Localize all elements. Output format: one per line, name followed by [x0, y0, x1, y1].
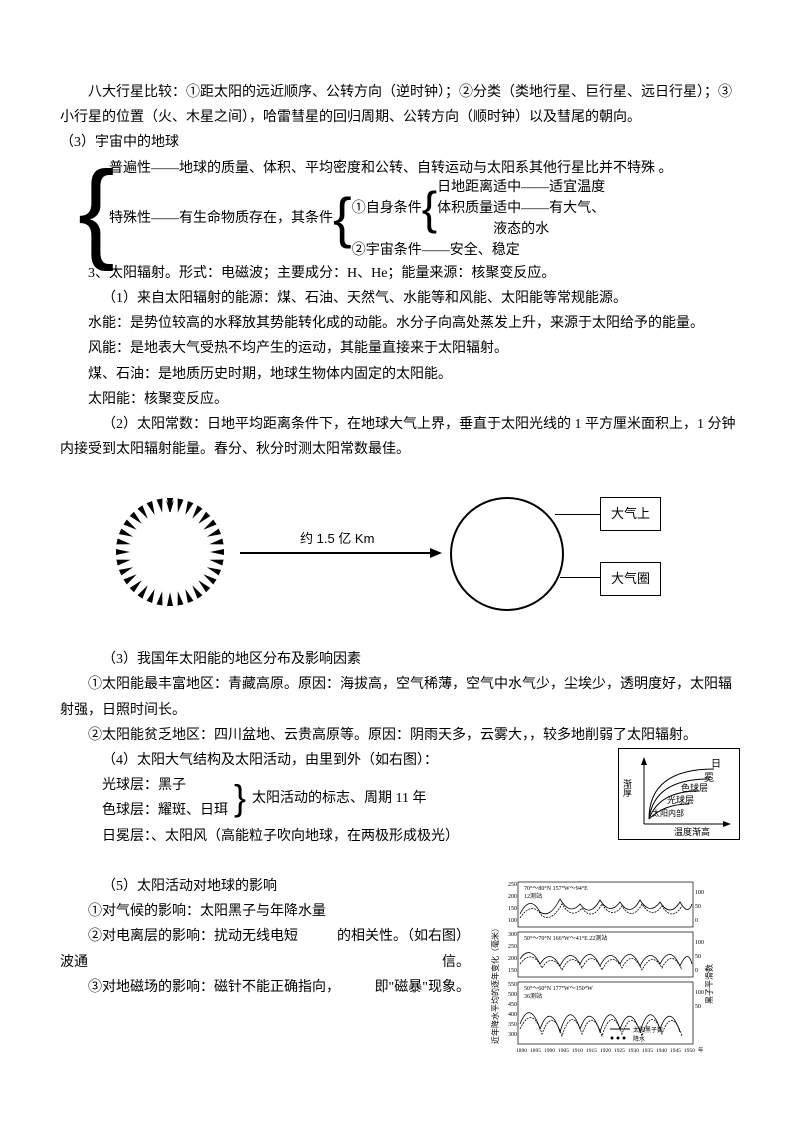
svg-text:100: 100	[695, 890, 704, 896]
photosphere-line: 光球层：黑子	[102, 773, 228, 798]
svg-text:太阳黑子数: 太阳黑子数	[633, 1026, 663, 1034]
svg-text:1915: 1915	[586, 1048, 597, 1054]
distance-label: 约 1.5 亿 Km	[300, 527, 374, 550]
heading-earth-in-universe: （3）宇宙中的地球	[60, 130, 740, 155]
svg-text:300: 300	[508, 932, 517, 938]
svg-text:50: 50	[695, 954, 701, 960]
svg-text:350: 350	[508, 1022, 517, 1028]
cond-self-label: ①自身条件	[352, 198, 422, 219]
earth-icon	[450, 497, 564, 611]
solar-constant: （2）太阳常数：日地平均距离条件下，在地球大气上界，垂直于太阳光线的 1 平方厘…	[60, 412, 740, 462]
svg-text:1950: 1950	[684, 1048, 695, 1054]
inner-brace-icon: {	[422, 190, 437, 227]
svg-text:0: 0	[695, 968, 698, 974]
svg-text:太阳内部: 太阳内部	[652, 808, 684, 818]
chromosphere-line: 色球层：耀斑、日珥	[102, 798, 228, 823]
svg-text:1920: 1920	[600, 1048, 611, 1054]
svg-text:0: 0	[695, 918, 698, 924]
svg-text:1935: 1935	[642, 1048, 653, 1054]
svg-text:1925: 1925	[614, 1048, 625, 1054]
svg-text:渐厚: 渐厚	[622, 778, 632, 798]
svg-text:年: 年	[698, 1046, 704, 1054]
svg-text:100: 100	[695, 940, 704, 946]
svg-text:250: 250	[508, 944, 517, 950]
solar-radiation-heading: 3、太阳辐射。形式：电磁波；主要成分：H、He；能量来源：核聚变反应。	[60, 261, 740, 286]
svg-text:1940: 1940	[656, 1048, 667, 1054]
solar-activity-note: 太阳活动的标志、周期 11 年	[252, 786, 426, 811]
paragraph-planets: 八大行星比较：①距太阳的远近顺序、公转方向（逆时钟）；②分类（类地行星、巨行星、…	[60, 80, 740, 130]
svg-text:1890: 1890	[516, 1048, 527, 1054]
svg-text:50°～60°N 177°W～150°W: 50°～60°N 177°W～150°W	[524, 985, 593, 992]
svg-text:降水: 降水	[633, 1035, 645, 1043]
cond-distance: 日地距离适中——适宜温度	[437, 177, 605, 198]
svg-text:36测站: 36测站	[524, 992, 542, 1000]
svg-text:1910: 1910	[572, 1048, 583, 1054]
svg-text:50°～70°N 166°W～41°E 22测站: 50°～70°N 166°W～41°E 22测站	[524, 934, 607, 942]
svg-text:1905: 1905	[558, 1048, 569, 1054]
svg-text:黑子平滑数: 黑子平滑数	[704, 964, 714, 1004]
cond-universe: ②宇宙条件——安全、稳定	[352, 240, 605, 261]
right-brace-icon: }	[234, 789, 246, 807]
connector-line	[560, 577, 600, 578]
energy-sources: （1）来自太阳辐射的能源：煤、石油、天然气、水能等和风能、太阳能等常规能源。	[60, 286, 740, 311]
svg-text:近年降水平均的逐年变化（毫米）: 近年降水平均的逐年变化（毫米）	[490, 924, 500, 1044]
solar-rich-region: ①太阳能最丰富地区：青藏高原。原因：海拔高，空气稀薄，空气中水气少，尘埃少，透明…	[60, 672, 740, 722]
svg-text:250: 250	[508, 882, 517, 888]
svg-text:100: 100	[695, 990, 704, 996]
svg-text:1945: 1945	[670, 1048, 681, 1054]
solar-poor-region: ②太阳能贫乏地区：四川盆地、云贵高原等。原因：阴雨天多，云雾大，，较多地削弱了太…	[60, 723, 740, 748]
svg-text:1930: 1930	[628, 1048, 639, 1054]
earth-properties-block: { 普遍性——地球的质量、体积、平均密度和公转、自转运动与太阳系其他行星比并不特…	[88, 156, 740, 261]
connector-line	[555, 514, 600, 515]
sun-icon	[110, 492, 230, 612]
svg-text:200: 200	[508, 956, 517, 962]
fossil-fuels: 煤、石油：是地质历史时期，地球生物体内固定的太阳能。	[60, 362, 740, 387]
wind-energy: 风能：是地表大气受热不均产生的运动，其能量直接来于太阳辐射。	[60, 336, 740, 361]
special-prefix: 特殊性——有生命物质存在，其条件	[109, 206, 333, 231]
solar-distribution-heading: （3）我国年太阳能的地区分布及影响因素	[60, 647, 740, 672]
svg-text:日: 日	[711, 759, 721, 770]
atmosphere-layer-label: 大气圈	[600, 562, 661, 595]
svg-text:1895: 1895	[530, 1048, 541, 1054]
solar-energy: 太阳能：核聚变反应。	[60, 387, 740, 412]
svg-text:50: 50	[695, 904, 701, 910]
nested-brace-icon: {	[333, 196, 352, 241]
sun-earth-diagram: 约 1.5 亿 Km 大气上 大气圈	[100, 472, 740, 642]
hydro-energy: 水能：是势位较高的水释放其势能转化成的动能。水分子向高处蒸发上升，来源于太阳给予…	[60, 311, 740, 336]
svg-text:150: 150	[508, 968, 517, 974]
arrow-line-icon	[240, 552, 440, 554]
large-curly-brace: {	[78, 161, 115, 260]
svg-text:400: 400	[508, 1012, 517, 1018]
svg-text:550: 550	[508, 982, 517, 988]
svg-text:200: 200	[508, 894, 517, 900]
cond-volume-2: 液态的水	[437, 219, 605, 240]
atmosphere-top-label: 大气上	[600, 497, 661, 530]
svg-text:温度渐高: 温度渐高	[674, 826, 710, 837]
svg-text:300: 300	[508, 1032, 517, 1038]
solar-structure-diagram: 渐厚 温度渐高 日 冕 色球层 光球层 太阳内部	[618, 748, 740, 840]
svg-text:450: 450	[508, 1002, 517, 1008]
svg-text:12测站: 12测站	[524, 892, 542, 900]
svg-text:50: 50	[695, 1004, 701, 1010]
svg-text:500: 500	[508, 992, 517, 998]
svg-text:1900: 1900	[544, 1048, 555, 1054]
sunspot-precipitation-chart: 近年降水平均的逐年变化（毫米） 黑子平滑数 250 200 150 100 100 50…	[490, 874, 720, 1074]
svg-text:光球层: 光球层	[667, 794, 694, 805]
cond-volume-1: 体积质量适中——有大气、	[437, 198, 605, 219]
svg-text:150: 150	[508, 906, 517, 912]
svg-text:100: 100	[508, 918, 517, 924]
svg-text:70°～80°N 157°W～94°E: 70°～80°N 157°W～94°E	[524, 885, 588, 892]
svg-text:色球层: 色球层	[681, 782, 708, 793]
